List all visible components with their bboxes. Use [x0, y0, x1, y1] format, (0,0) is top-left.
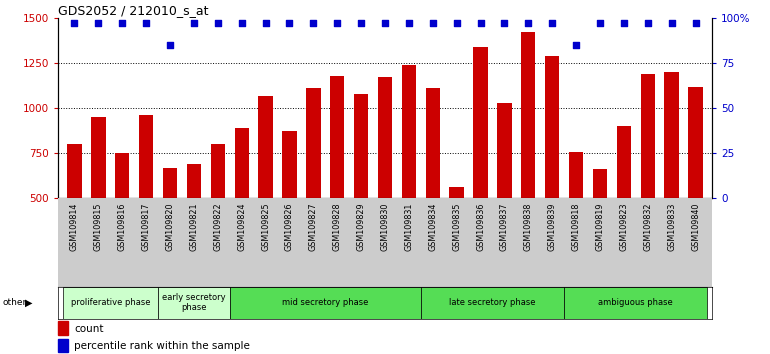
- Bar: [62, 287, 158, 319]
- Point: [355, 20, 367, 26]
- Point: [403, 20, 415, 26]
- Text: GSM109840: GSM109840: [691, 202, 700, 251]
- Bar: [421, 287, 564, 319]
- Bar: [162, 167, 177, 198]
- Text: GSM109836: GSM109836: [476, 202, 485, 251]
- Bar: [211, 144, 225, 198]
- Bar: [354, 95, 368, 198]
- Bar: [235, 128, 249, 198]
- Bar: [158, 287, 229, 319]
- Bar: [58, 321, 68, 335]
- Text: count: count: [74, 324, 104, 333]
- Point: [618, 20, 630, 26]
- Text: GSM109833: GSM109833: [667, 202, 676, 251]
- Bar: [564, 287, 708, 319]
- Text: early secretory
phase: early secretory phase: [162, 293, 226, 312]
- Point: [570, 42, 582, 47]
- Text: GSM109837: GSM109837: [500, 202, 509, 251]
- Text: GSM109816: GSM109816: [118, 202, 127, 251]
- Text: GSM109825: GSM109825: [261, 202, 270, 251]
- Point: [474, 20, 487, 26]
- Bar: [617, 126, 631, 198]
- Bar: [450, 187, 464, 198]
- Bar: [330, 76, 344, 198]
- Text: GSM109827: GSM109827: [309, 202, 318, 251]
- Text: GSM109830: GSM109830: [380, 202, 390, 251]
- Text: GSM109817: GSM109817: [142, 202, 151, 251]
- Text: GSM109821: GSM109821: [189, 202, 199, 251]
- Point: [212, 20, 224, 26]
- Bar: [521, 32, 535, 198]
- Text: GSM109814: GSM109814: [70, 202, 79, 251]
- Bar: [593, 169, 608, 198]
- Bar: [91, 117, 105, 198]
- Point: [379, 20, 391, 26]
- Bar: [688, 87, 703, 198]
- Text: GSM109831: GSM109831: [404, 202, 413, 251]
- Text: GSM109839: GSM109839: [547, 202, 557, 251]
- Point: [498, 20, 511, 26]
- Text: other: other: [2, 298, 26, 307]
- Text: GSM109820: GSM109820: [166, 202, 175, 251]
- Bar: [569, 152, 583, 198]
- Text: GSM109826: GSM109826: [285, 202, 294, 251]
- Bar: [115, 153, 129, 198]
- Bar: [58, 339, 68, 352]
- Text: GSM109824: GSM109824: [237, 202, 246, 251]
- Point: [641, 20, 654, 26]
- Bar: [402, 65, 416, 198]
- Point: [140, 20, 152, 26]
- Bar: [283, 131, 296, 198]
- Bar: [306, 88, 320, 198]
- Text: GSM109815: GSM109815: [94, 202, 103, 251]
- Text: GSM109838: GSM109838: [524, 202, 533, 251]
- Text: ambiguous phase: ambiguous phase: [598, 298, 673, 307]
- Text: GSM109823: GSM109823: [619, 202, 628, 251]
- Point: [450, 20, 463, 26]
- Point: [331, 20, 343, 26]
- Point: [236, 20, 248, 26]
- Bar: [545, 56, 559, 198]
- Point: [546, 20, 558, 26]
- Text: GSM109834: GSM109834: [428, 202, 437, 251]
- Text: late secretory phase: late secretory phase: [449, 298, 536, 307]
- Bar: [259, 96, 273, 198]
- Bar: [641, 74, 655, 198]
- Bar: [474, 47, 487, 198]
- Text: GSM109822: GSM109822: [213, 202, 223, 251]
- Text: GSM109832: GSM109832: [643, 202, 652, 251]
- Text: percentile rank within the sample: percentile rank within the sample: [74, 341, 250, 351]
- Bar: [497, 103, 511, 198]
- Bar: [67, 144, 82, 198]
- Text: GSM109829: GSM109829: [357, 202, 366, 251]
- Point: [522, 20, 534, 26]
- Text: mid secretory phase: mid secretory phase: [282, 298, 369, 307]
- Text: ▶: ▶: [25, 298, 33, 308]
- Point: [665, 20, 678, 26]
- Text: GSM109828: GSM109828: [333, 202, 342, 251]
- Text: GSM109835: GSM109835: [452, 202, 461, 251]
- Point: [427, 20, 439, 26]
- Point: [188, 20, 200, 26]
- Bar: [378, 77, 392, 198]
- Point: [116, 20, 129, 26]
- Point: [164, 42, 176, 47]
- Bar: [426, 88, 440, 198]
- Bar: [665, 72, 679, 198]
- Point: [594, 20, 606, 26]
- Bar: [187, 164, 201, 198]
- Bar: [139, 115, 153, 198]
- Point: [259, 20, 272, 26]
- Text: GSM109819: GSM109819: [595, 202, 604, 251]
- Point: [307, 20, 320, 26]
- Text: GSM109818: GSM109818: [571, 202, 581, 251]
- Point: [689, 20, 701, 26]
- Point: [283, 20, 296, 26]
- Text: proliferative phase: proliferative phase: [71, 298, 150, 307]
- Text: GDS2052 / 212010_s_at: GDS2052 / 212010_s_at: [58, 4, 208, 17]
- Bar: [229, 287, 421, 319]
- Point: [92, 20, 105, 26]
- Point: [69, 20, 81, 26]
